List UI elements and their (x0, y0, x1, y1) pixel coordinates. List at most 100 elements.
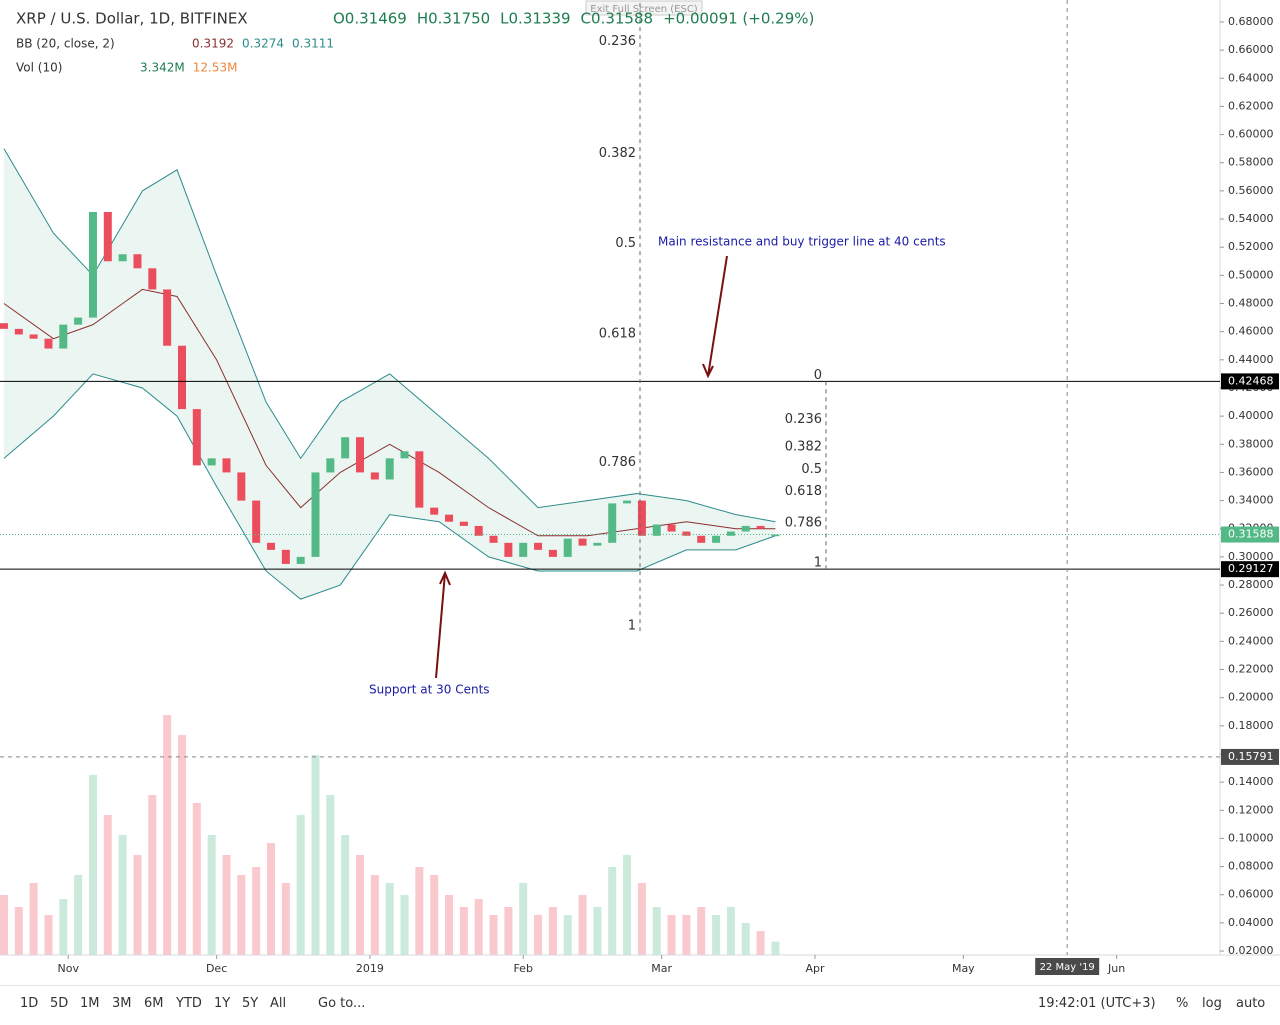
toolbar-item[interactable]: 1M (80, 996, 100, 1011)
volume-bar (400, 895, 409, 955)
volume-bar (726, 907, 735, 955)
x-tick-label: Jun (1107, 962, 1125, 975)
y-tick-label: 0.22000 (1228, 663, 1274, 676)
volume-bar (59, 899, 68, 955)
chart-title: XRP / U.S. Dollar, 1D, BITFINEX (16, 10, 248, 28)
x-tick-label: May (952, 962, 975, 975)
candle-body (370, 472, 379, 480)
volume-bar (341, 835, 350, 955)
candle-body (637, 500, 646, 536)
volume-bar (504, 907, 513, 955)
candle-body (192, 409, 201, 466)
toolbar-item[interactable]: 1Y (214, 996, 231, 1011)
volume-bar (192, 803, 201, 955)
toolbar-item[interactable]: log (1202, 996, 1222, 1011)
volume-bar (741, 923, 750, 955)
volume-bar (296, 815, 305, 955)
volume-bar (697, 907, 706, 955)
volume-bar (548, 907, 557, 955)
vol-label: Vol (10) (16, 61, 62, 75)
indicator-value: 0.3111 (292, 37, 334, 51)
candle-body (222, 458, 231, 473)
y-tick-label: 0.54000 (1228, 212, 1274, 225)
indicator-value: 12.53M (193, 61, 238, 75)
candle-body (326, 458, 335, 473)
candle-body (697, 535, 706, 543)
y-tick-label: 0.62000 (1228, 99, 1274, 112)
exit-button[interactable] (585, 0, 703, 16)
volume-bar (593, 907, 602, 955)
bb-lower (3, 373, 776, 600)
toolbar-item[interactable]: 6M (144, 996, 164, 1011)
volume-bar (623, 855, 632, 955)
x-tick-label: Dec (206, 962, 227, 975)
candle-body (88, 212, 97, 318)
toolbar-item[interactable]: auto (1236, 996, 1266, 1011)
candle-body (296, 556, 305, 564)
y-tick-label: 0.24000 (1228, 634, 1274, 647)
toolbar-item[interactable]: 5D (50, 996, 69, 1011)
volume-bar (356, 855, 365, 955)
candle-body (741, 525, 750, 532)
toolbar-item[interactable]: 1D (20, 996, 39, 1011)
candle-body (474, 525, 483, 536)
volume-bar (177, 735, 186, 955)
volume-bar (0, 895, 8, 955)
y-tick-label: 0.06000 (1228, 888, 1274, 901)
volume-bar (637, 883, 646, 955)
candle-body (519, 542, 528, 557)
exit-label[interactable]: Exit Full Screen (ESC) (590, 4, 698, 15)
support-arrow (435, 570, 451, 679)
y-tick-label: 0.12000 (1228, 803, 1274, 816)
y-tick-label: 0.36000 (1228, 465, 1274, 478)
volume-bar (207, 835, 216, 955)
toolbar-item[interactable]: All (270, 996, 287, 1011)
price-box (1221, 748, 1279, 765)
volume-bar (667, 915, 676, 955)
candle-body (118, 254, 127, 262)
volume-bar (133, 855, 142, 955)
toolbar-item[interactable]: 5Y (242, 996, 259, 1011)
volume-bar (88, 775, 97, 955)
x-tick-label: Apr (805, 962, 825, 975)
candle-body (103, 212, 112, 262)
y-tick-label: 0.66000 (1228, 43, 1274, 56)
candle-body (356, 437, 365, 473)
y-tick-label: 0.64000 (1228, 71, 1274, 84)
toolbar-item[interactable]: % (1176, 996, 1189, 1011)
candle-body (459, 521, 468, 526)
fib-label: 0.618 (599, 326, 636, 341)
candle-body (59, 324, 68, 349)
resistance-arrow (702, 255, 728, 379)
x-tick-label: Nov (58, 962, 80, 975)
bb-label: BB (20, close, 2) (16, 37, 115, 51)
candle-body (311, 472, 320, 557)
volume-bar (281, 883, 290, 955)
volume-bar (563, 915, 572, 955)
volume-bar (652, 907, 661, 955)
volume-bar (118, 835, 127, 955)
fib-label: 0.382 (599, 146, 636, 161)
price-label: 0.15791 (1228, 750, 1274, 763)
fib-label: 0.5 (801, 462, 822, 477)
y-tick-label: 0.10000 (1228, 831, 1274, 844)
volume-bar (445, 895, 454, 955)
volume-bar (163, 715, 172, 955)
price-box (1221, 561, 1279, 578)
candle-body (237, 472, 246, 501)
time-label: 22 May '19 (1040, 962, 1095, 973)
toolbar-item[interactable]: YTD (176, 996, 202, 1011)
volume-bar (489, 915, 498, 955)
y-tick-label: 0.40000 (1228, 409, 1274, 422)
toolbar-item[interactable]: Go to... (318, 996, 366, 1011)
candle-body (341, 437, 350, 459)
candle-body (148, 268, 157, 290)
volume-bar (252, 867, 261, 955)
y-tick-label: 0.30000 (1228, 550, 1274, 563)
candle-body (385, 458, 394, 480)
candle-body (445, 514, 454, 522)
y-tick-label: 0.34000 (1228, 494, 1274, 507)
toolbar-item[interactable]: 3M (112, 996, 132, 1011)
volume-bar (385, 883, 394, 955)
candle-body (608, 503, 617, 543)
